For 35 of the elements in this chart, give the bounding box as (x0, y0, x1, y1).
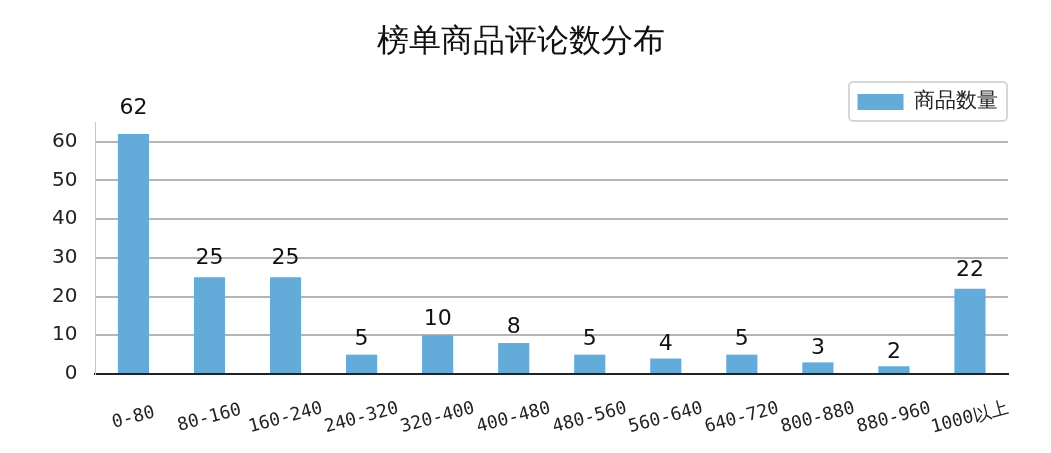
data-label: 25 (195, 244, 224, 270)
bar (346, 354, 378, 373)
data-label: 5 (354, 325, 369, 351)
data-label: 22 (955, 256, 984, 282)
bar (878, 366, 910, 373)
y-tick-label: 10 (52, 321, 78, 346)
y-tick-label: 0 (64, 360, 78, 385)
y-tick-label: 20 (52, 282, 78, 307)
bar (802, 362, 834, 373)
data-label: 8 (506, 313, 521, 339)
x-tick-label: 80-160 (174, 397, 244, 435)
bar (650, 358, 682, 373)
data-label: 25 (271, 244, 300, 270)
data-label: 5 (734, 325, 749, 351)
y-tick-label: 30 (52, 244, 78, 269)
data-label: 62 (119, 93, 148, 119)
y-tick-label: 60 (52, 127, 78, 152)
bar (954, 288, 986, 373)
data-label: 5 (582, 325, 597, 351)
data-label: 4 (658, 329, 673, 355)
bar (422, 335, 454, 373)
bar (193, 277, 226, 373)
bar (117, 134, 150, 373)
bar (498, 343, 530, 373)
bar (726, 354, 758, 373)
data-label: 2 (886, 337, 901, 363)
y-tick-label: 50 (52, 166, 78, 191)
data-label: 3 (810, 333, 825, 359)
legend-label: 商品数量 (914, 88, 998, 113)
chart-title: 榜单商品评论数分布 (377, 20, 665, 59)
data-label: 10 (423, 305, 452, 331)
x-tick-label: 0-80 (109, 400, 157, 432)
y-tick-label: 40 (52, 205, 78, 230)
bar (269, 277, 302, 373)
bar (574, 354, 606, 373)
